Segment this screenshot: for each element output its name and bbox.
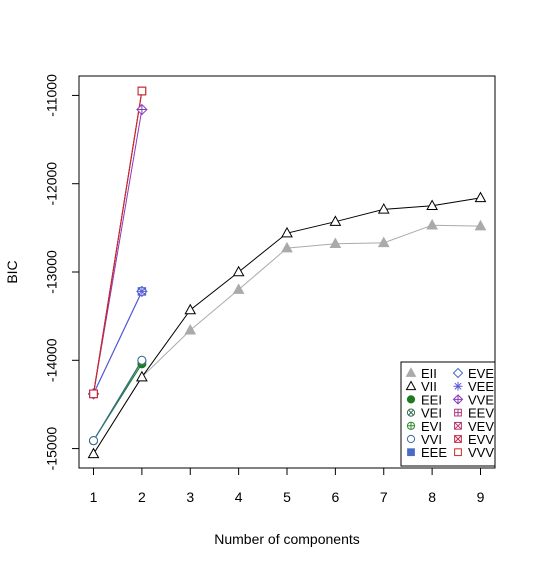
legend-item-evi: EVI — [406, 419, 442, 434]
legend-label-vev: VEV — [468, 419, 494, 434]
y-tick-label--11000: -11000 — [44, 74, 60, 117]
x-axis-label: Number of components — [214, 531, 360, 547]
legend-label-vvv: VVV — [468, 445, 494, 460]
point-vii-8 — [426, 199, 438, 211]
point-vii-6 — [329, 215, 342, 226]
point-vii-7 — [377, 203, 390, 214]
legend-item-eve: EVE — [452, 366, 494, 381]
x-tick-label-4: 4 — [235, 489, 243, 505]
legend-item-vvi: VVI — [406, 432, 442, 447]
legend-item-eev: EEV — [454, 406, 494, 421]
point-vvi-2 — [137, 355, 147, 365]
point-vii-2 — [136, 370, 148, 382]
point-vvv-1 — [89, 389, 98, 399]
point-eii-5 — [281, 241, 293, 253]
point-eii-8 — [426, 218, 438, 230]
point-vii-3 — [184, 303, 197, 315]
legend-item-vve: VVE — [452, 392, 494, 407]
legend-item-vvv: VVV — [454, 445, 494, 460]
point-eii-6 — [329, 237, 342, 248]
series-line-vvi — [93, 360, 143, 441]
legend-label-eii: EII — [421, 366, 437, 381]
point-vii-9 — [474, 191, 487, 203]
legend-label-vve: VVE — [468, 392, 494, 407]
legend-label-eev: EEV — [468, 406, 494, 421]
legend-label-vvi: VVI — [421, 432, 442, 447]
point-eii-3 — [184, 323, 197, 335]
legend-label-vii: VII — [421, 379, 437, 394]
x-tick-label-8: 8 — [428, 489, 436, 505]
series-line-vee — [93, 291, 143, 395]
y-axis-label: BIC — [4, 260, 20, 283]
legend-item-eee: EEE — [407, 445, 447, 460]
y-axis: -15000 -14000 -13000 -12000 -11000 — [44, 74, 80, 471]
point-eii-7 — [377, 236, 390, 248]
y-tick-label--12000: -12000 — [44, 162, 60, 206]
legend-item-evv: EVV — [454, 432, 494, 447]
point-eii-9 — [474, 219, 487, 231]
legend-item-vee: VEE — [453, 379, 494, 394]
x-tick-label-3: 3 — [186, 489, 194, 505]
y-tick-label--14000: -14000 — [44, 338, 60, 382]
point-eii-4 — [232, 283, 245, 294]
series-points — [87, 86, 487, 459]
point-vee-2 — [136, 286, 147, 297]
y-tick-label--15000: -15000 — [44, 427, 60, 471]
point-vii-4 — [232, 265, 245, 277]
legend-item-vii: VII — [405, 379, 437, 394]
x-axis: 1 2 3 4 5 6 7 8 9 — [90, 467, 485, 505]
legend-item-vei: VEI — [406, 406, 442, 421]
x-tick-label-9: 9 — [477, 489, 485, 505]
point-vvv-2 — [137, 86, 147, 96]
x-tick-label-1: 1 — [90, 489, 98, 505]
legend-item-vev: VEV — [454, 419, 494, 434]
legend-label-eee: EEE — [421, 445, 447, 460]
legend-item-eii: EII — [405, 366, 437, 381]
legend-box — [400, 361, 496, 467]
legend-label-vei: VEI — [421, 406, 442, 421]
legend-label-vee: VEE — [468, 379, 494, 394]
x-tick-label-7: 7 — [380, 489, 388, 505]
x-tick-label-5: 5 — [283, 489, 291, 505]
series-line-vvv — [93, 90, 143, 394]
point-vvi-1 — [89, 436, 99, 446]
y-tick-label--13000: -13000 — [44, 250, 60, 294]
series-lines — [93, 90, 481, 455]
x-tick-label-6: 6 — [331, 489, 339, 505]
point-vii-5 — [281, 226, 293, 238]
legend-label-eei: EEI — [421, 392, 442, 407]
legend-label-eve: EVE — [468, 366, 494, 381]
point-vve-2 — [136, 103, 148, 116]
legend-item-eei: EEI — [406, 392, 442, 407]
legend-label-evv: EVV — [468, 432, 494, 447]
point-vii-1 — [87, 447, 100, 459]
x-tick-label-2: 2 — [138, 489, 146, 505]
legend-label-evi: EVI — [421, 419, 442, 434]
